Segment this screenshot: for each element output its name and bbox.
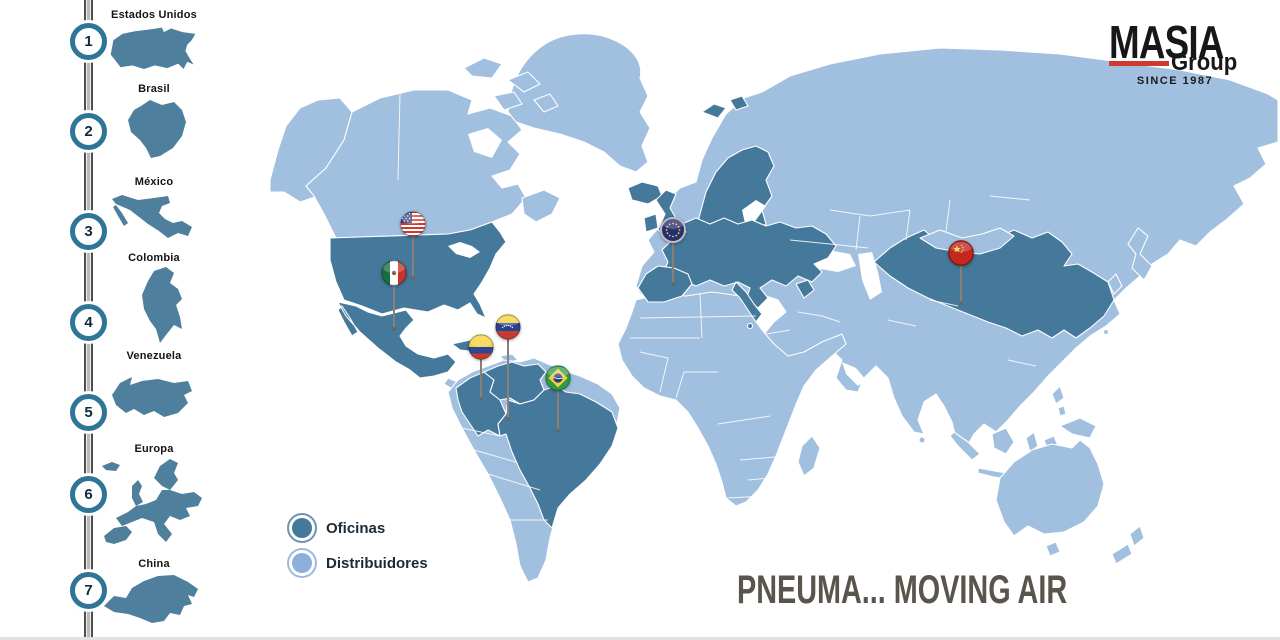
pin-stick [506,327,510,421]
step-badge-1: 1 [70,23,107,60]
logo-group-text: Group [1171,49,1238,76]
usa-map-icon [110,27,196,70]
legend-item-oficinas: Oficinas [292,518,385,538]
brazil-map-icon [128,100,186,158]
colombia-flag-icon [468,334,494,360]
venezuela-flag-icon [495,314,521,340]
sidebar-label-mexico: México [134,176,174,188]
step-badge-5: 5 [70,394,107,431]
bottom-divider [0,637,1280,640]
persian-gulf [842,362,866,386]
sidebar-label-estados-unidos: Estados Unidos [111,9,197,21]
region-australia [995,439,1105,537]
region-taiwan [1102,328,1110,336]
logo-brand-text: MASIA [1109,16,1224,68]
pin-stick [479,347,483,401]
step-badge-7: 7 [70,572,107,609]
sidebar-label-brasil: Brasil [138,83,170,95]
region-sri-lanka [918,436,926,444]
distributor-light-circle-icon [292,553,312,573]
venezuela-map-icon [112,377,192,417]
legend-item-distribuidores: Distribuidores [292,553,428,573]
region-greece [795,279,815,299]
colombia-map-icon [142,267,182,343]
region-canada [305,89,527,239]
step-badge-4: 4 [70,304,107,341]
step-badge-2: 2 [70,113,107,150]
region-new-guinea [1059,417,1097,439]
region-arctic-islands [463,57,559,113]
hudson-bay [468,128,502,158]
sidebar-label-europa: Europa [134,443,174,455]
region-italy [731,281,763,323]
tagline-text: PNEUMA... MOVING AIR [737,568,1068,612]
region-japan [1127,227,1153,281]
pin-stick [556,378,560,433]
pin-stick [959,253,963,305]
logo-since-text: SINCE 1987 [1136,75,1214,87]
region-madagascar [797,435,821,477]
pin-stick [671,230,675,286]
region-ireland [643,213,659,233]
region-philippines [1051,385,1067,417]
step-badge-3: 3 [70,213,107,250]
pin-stick [392,273,396,331]
region-svalbard [701,95,749,119]
region-africa [617,291,847,507]
region-tasmania [1045,541,1061,557]
step-badge-6: 6 [70,476,107,513]
usa-flag-icon [400,211,426,237]
caspian-sea [858,252,882,300]
eu-flag-icon [660,217,686,243]
region-sicily [746,322,754,330]
region-iberia [637,265,693,303]
logo-red-line [1109,61,1169,66]
region-greenland [507,33,651,173]
pin-stick [411,224,415,280]
legend-label-oficinas: Oficinas [326,519,386,537]
region-korea [1107,273,1123,295]
office-dark-circle-icon [292,518,312,538]
sidebar-label-venezuela: Venezuela [126,350,182,362]
china-flag-icon [948,240,974,266]
europe-map-icon [102,459,202,544]
sidebar-label-colombia: Colombia [128,252,180,264]
china-map-icon [104,575,198,623]
brazil-flag-icon [545,365,571,391]
mexico-map-icon [112,195,192,238]
legend-label-distribuidores: Distribuidores [326,554,428,572]
sidebar-label-china: China [138,558,170,570]
country-borders [397,91,1037,521]
mexico-flag-icon [381,260,407,286]
region-newfoundland [521,189,561,223]
region-mexico [337,301,457,379]
region-new-zealand [1111,525,1145,565]
great-lakes [448,242,480,258]
